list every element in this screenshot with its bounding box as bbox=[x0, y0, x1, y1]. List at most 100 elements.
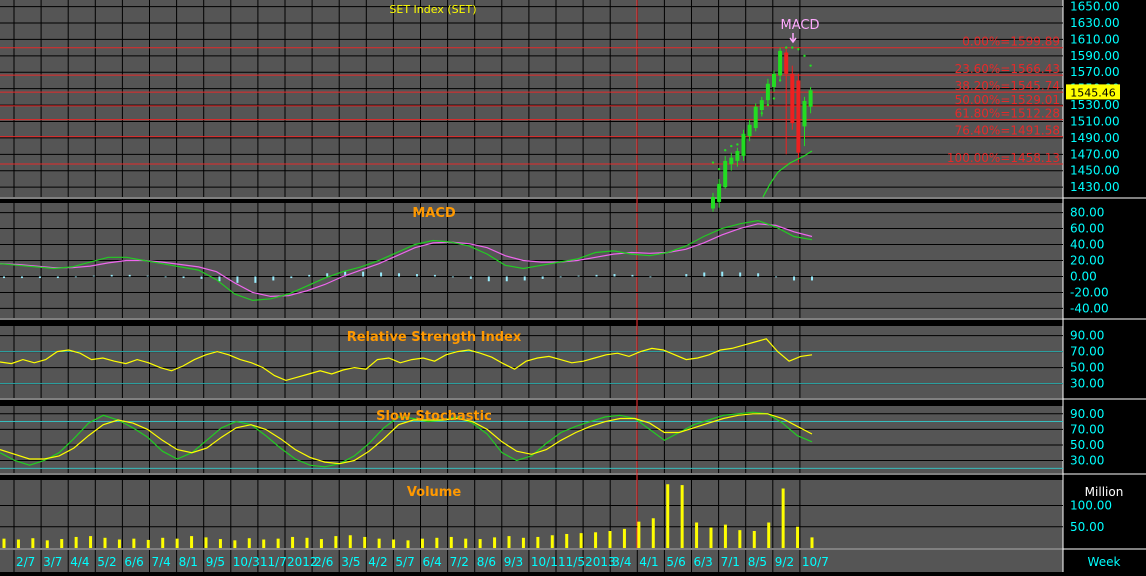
parabolic-sar-dot bbox=[736, 143, 739, 146]
candle-down bbox=[784, 52, 789, 74]
date-tick-label: 2/6 bbox=[314, 555, 333, 569]
macd-panel-title: MACD bbox=[412, 206, 456, 221]
volume-bar bbox=[103, 537, 107, 548]
volume-bar bbox=[60, 539, 64, 548]
parabolic-sar-dot bbox=[797, 48, 800, 51]
date-tick-label: 5/6 bbox=[666, 555, 685, 569]
volume-bar bbox=[334, 536, 338, 548]
volume-bar bbox=[594, 532, 598, 548]
date-tick-label: 5/2 bbox=[97, 555, 116, 569]
macd-tick-label: 80.00 bbox=[1070, 206, 1104, 220]
volume-bar bbox=[651, 518, 655, 548]
parabolic-sar-dot bbox=[785, 46, 788, 49]
candle-up bbox=[759, 100, 764, 110]
date-tick-label: 9/5 bbox=[206, 555, 225, 569]
date-tick-label: 8/6 bbox=[477, 555, 496, 569]
parabolic-sar-dot bbox=[742, 136, 745, 140]
volume-bar bbox=[637, 521, 641, 548]
date-tick-label: 10/1 bbox=[531, 555, 558, 569]
volume-bar bbox=[579, 533, 583, 548]
trailing-line bbox=[762, 150, 813, 198]
macd-tick-label: -20.00 bbox=[1070, 285, 1109, 299]
volume-bar bbox=[45, 540, 49, 548]
stochastic-tick-label: 70.00 bbox=[1070, 422, 1104, 436]
candle-up bbox=[729, 157, 734, 165]
price-tick-label: 1530.00 bbox=[1070, 98, 1120, 112]
volume-panel-title: Volume bbox=[407, 485, 462, 500]
volume-bar bbox=[247, 538, 251, 548]
volume-bar bbox=[709, 527, 713, 548]
date-tick-label: 5/7 bbox=[395, 555, 414, 569]
date-tick-label: 2013 bbox=[585, 555, 616, 569]
volume-bar bbox=[608, 531, 612, 548]
candle-down bbox=[790, 73, 795, 124]
volume-bar bbox=[420, 538, 424, 548]
rsi-tick-label: 50.00 bbox=[1070, 361, 1104, 375]
volume-bar bbox=[478, 539, 482, 548]
volume-bar bbox=[74, 536, 78, 548]
date-tick-label: 6/4 bbox=[423, 555, 442, 569]
macd-signal-line bbox=[0, 223, 813, 298]
x-axis-unit-label: Week bbox=[1088, 555, 1121, 569]
volume-bar bbox=[521, 537, 525, 548]
volume-bar bbox=[493, 537, 497, 548]
parabolic-sar-dot bbox=[791, 46, 794, 49]
volume-bar bbox=[175, 538, 179, 548]
price-tick-label: 1510.00 bbox=[1070, 114, 1120, 128]
current-price-badge bbox=[1066, 84, 1120, 100]
candle-up bbox=[765, 83, 770, 101]
volume-bar bbox=[31, 538, 35, 548]
macd-tick-label: 40.00 bbox=[1070, 238, 1104, 252]
price-tick-label: 1430.00 bbox=[1070, 180, 1120, 194]
candle-up bbox=[723, 160, 728, 188]
volume-bar bbox=[796, 526, 800, 548]
date-tick-label: 4/4 bbox=[70, 555, 89, 569]
volume-bar bbox=[319, 539, 323, 548]
volume-tick-label: 50.00 bbox=[1070, 520, 1104, 534]
volume-bar bbox=[2, 538, 6, 548]
fibonacci-level-label: 0.00%=1599.89 bbox=[962, 35, 1060, 49]
candle-up bbox=[741, 133, 746, 156]
volume-bar bbox=[565, 533, 569, 548]
volume-bar bbox=[218, 539, 222, 548]
fibonacci-level-label: 76.40%=1491.58 bbox=[955, 124, 1060, 138]
volume-unit-label: Million bbox=[1085, 485, 1124, 499]
date-tick-label: 11/5 bbox=[558, 555, 585, 569]
candle-up bbox=[747, 124, 752, 137]
parabolic-sar-dot bbox=[754, 124, 757, 127]
candle-up bbox=[735, 151, 740, 161]
volume-bar bbox=[377, 538, 381, 548]
date-axis-bg bbox=[0, 550, 1063, 572]
parabolic-sar-dot bbox=[748, 132, 751, 135]
parabolic-sar-dot bbox=[766, 103, 770, 107]
macd-tick-label: 20.00 bbox=[1070, 254, 1104, 268]
volume-bar bbox=[449, 536, 453, 548]
rsi-tick-label: 70.00 bbox=[1070, 345, 1104, 359]
date-tick-label: 6/6 bbox=[124, 555, 143, 569]
date-tick-label: 8/1 bbox=[179, 555, 198, 569]
volume-bar bbox=[363, 536, 367, 548]
volume-bar bbox=[204, 537, 208, 548]
rsi-panel-title: Relative Strength Index bbox=[347, 330, 522, 345]
volume-bar bbox=[680, 485, 684, 548]
rsi-line bbox=[0, 338, 813, 382]
stochastic-k-line bbox=[0, 411, 813, 468]
volume-bar bbox=[89, 536, 93, 548]
price-tick-label: 1570.00 bbox=[1070, 65, 1120, 79]
candle-up bbox=[711, 197, 715, 209]
price-tick-label: 1590.00 bbox=[1070, 49, 1120, 63]
price-panel-bg bbox=[0, 0, 1063, 197]
date-tick-label: 7/2 bbox=[450, 555, 469, 569]
date-tick-label: 6/3 bbox=[694, 555, 713, 569]
stoch-panel-bg bbox=[0, 406, 1063, 473]
date-tick-label: 9/3 bbox=[504, 555, 523, 569]
volume-bar bbox=[117, 539, 121, 548]
date-tick-label: 8/5 bbox=[748, 555, 767, 569]
candle-up bbox=[753, 106, 758, 129]
volume-bar bbox=[262, 539, 266, 548]
parabolic-sar-dot bbox=[778, 79, 782, 82]
volume-bar bbox=[146, 539, 150, 548]
fibonacci-level-label: 61.80%=1512.28 bbox=[955, 107, 1060, 121]
macd-tick-label: 60.00 bbox=[1070, 222, 1104, 236]
